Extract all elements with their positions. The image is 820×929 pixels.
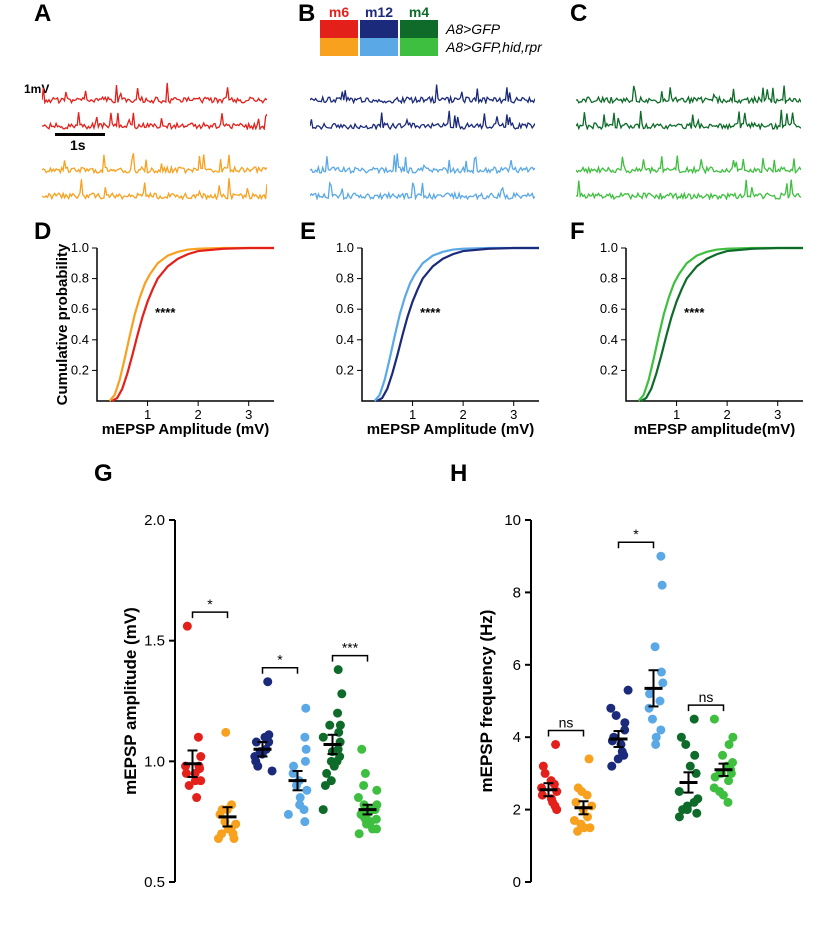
legend-hdr-m4: m4	[400, 4, 438, 20]
legend-label: A8>GFP,hid,rpr	[446, 39, 542, 55]
svg-text:8: 8	[513, 584, 521, 601]
svg-text:10: 10	[504, 512, 521, 529]
svg-text:3: 3	[510, 407, 517, 422]
legend-label: A8>GFP	[446, 21, 500, 37]
panel-label-C: C	[570, 0, 587, 28]
panel-label-G: G	[94, 460, 113, 488]
svg-text:0.2: 0.2	[71, 362, 89, 377]
svg-text:6: 6	[513, 657, 521, 674]
svg-text:2: 2	[460, 407, 467, 422]
legend-swatch	[400, 20, 438, 38]
svg-text:2.0: 2.0	[144, 512, 165, 529]
svg-text:1.5: 1.5	[144, 633, 165, 650]
figure-root: A B C D E F G H m6 m12 m4 A8>GFP A8>GFP,…	[0, 0, 820, 929]
svg-text:mEPSP Amplitude (mV): mEPSP Amplitude (mV)	[102, 421, 270, 437]
svg-text:Cumulative probability: Cumulative probability	[55, 243, 71, 405]
svg-text:****: ****	[684, 305, 705, 320]
svg-text:mEPSP Amplitude (mV): mEPSP Amplitude (mV)	[367, 421, 535, 437]
svg-text:0.6: 0.6	[336, 301, 354, 316]
svg-text:0.4: 0.4	[71, 332, 89, 347]
legend-row-ctrl: A8>GFP	[320, 20, 542, 38]
svg-text:1.0: 1.0	[71, 242, 89, 255]
svg-text:2: 2	[195, 407, 202, 422]
svg-text:1: 1	[144, 407, 151, 422]
svg-text:3: 3	[245, 407, 252, 422]
svg-text:0.5: 0.5	[144, 874, 165, 891]
panel-label-D: D	[34, 218, 51, 246]
svg-text:1: 1	[673, 407, 680, 422]
svg-text:0.8: 0.8	[71, 271, 89, 286]
svg-text:0.2: 0.2	[336, 362, 354, 377]
svg-text:***: ***	[342, 640, 359, 656]
legend-swatch	[320, 20, 358, 38]
svg-text:1: 1	[409, 407, 416, 422]
legend-hdr-m12: m12	[360, 4, 398, 20]
panel-label-H: H	[450, 460, 467, 488]
svg-text:0.6: 0.6	[71, 301, 89, 316]
svg-text:mEPSP amplitude(mV): mEPSP amplitude(mV)	[634, 421, 795, 437]
legend-hdr-m6: m6	[320, 4, 358, 20]
svg-text:*: *	[207, 596, 213, 612]
svg-text:0.4: 0.4	[600, 332, 618, 347]
legend-row-exp: A8>GFP,hid,rpr	[320, 38, 542, 56]
svg-text:1.0: 1.0	[600, 242, 618, 255]
svg-text:0.8: 0.8	[600, 271, 618, 286]
svg-text:1.0: 1.0	[144, 753, 165, 770]
svg-text:1.0: 1.0	[336, 242, 354, 255]
legend-swatch	[320, 38, 358, 56]
panel-label-B: B	[298, 0, 315, 28]
panel-label-E: E	[300, 218, 316, 246]
svg-text:2: 2	[513, 802, 521, 819]
panel-label-A: A	[34, 0, 51, 28]
svg-text:ns: ns	[699, 689, 714, 705]
svg-text:2: 2	[724, 407, 731, 422]
scale-h-bar	[55, 133, 105, 136]
legend-swatch	[400, 38, 438, 56]
svg-text:0.8: 0.8	[336, 271, 354, 286]
svg-text:0.4: 0.4	[336, 332, 354, 347]
panel-label-F: F	[570, 218, 585, 246]
svg-text:****: ****	[420, 305, 441, 320]
svg-text:ns: ns	[559, 714, 574, 730]
svg-text:*: *	[277, 652, 283, 668]
svg-text:****: ****	[155, 305, 176, 320]
svg-text:0.6: 0.6	[600, 301, 618, 316]
svg-text:*: *	[633, 526, 639, 542]
svg-text:0.2: 0.2	[600, 362, 618, 377]
svg-text:mEPSP frequency (Hz): mEPSP frequency (Hz)	[477, 610, 496, 793]
svg-text:4: 4	[513, 729, 521, 746]
legend-swatch	[360, 20, 398, 38]
svg-text:0: 0	[513, 874, 521, 891]
legend: m6 m12 m4 A8>GFP A8>GFP,hid,rpr	[320, 4, 542, 56]
svg-text:mEPSP amplitude (mV): mEPSP amplitude (mV)	[121, 607, 140, 795]
legend-swatch	[360, 38, 398, 56]
svg-text:3: 3	[774, 407, 781, 422]
